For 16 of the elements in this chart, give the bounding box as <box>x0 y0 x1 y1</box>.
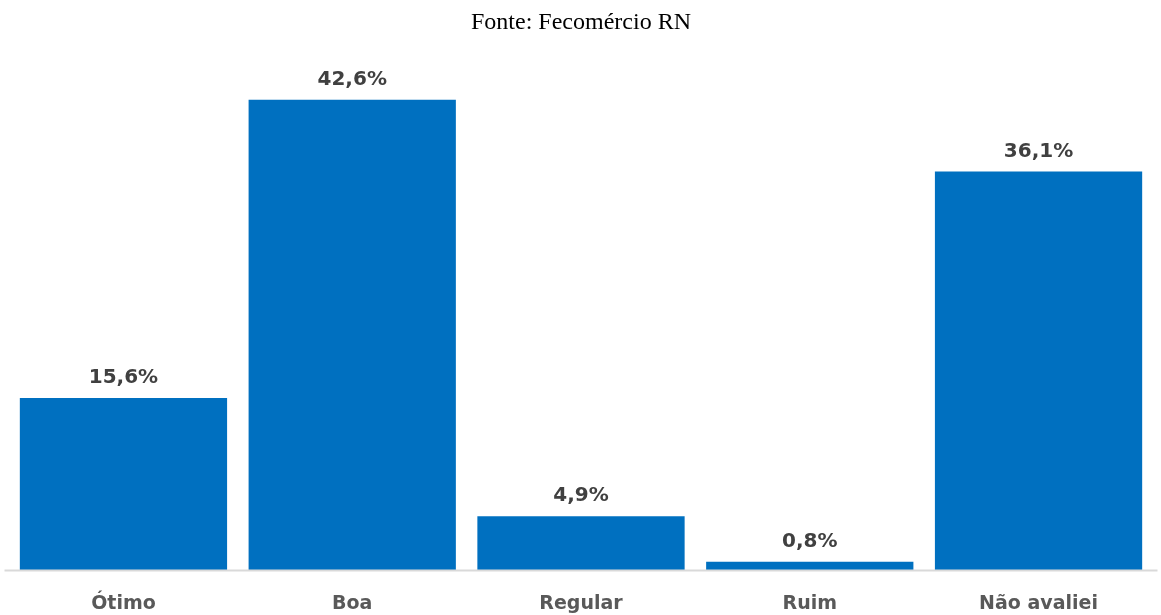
data-label: 0,8% <box>782 527 838 552</box>
x-tick-label: Ótimo <box>91 589 156 613</box>
x-tick-label: Não avaliei <box>979 590 1098 613</box>
bar <box>248 99 456 571</box>
x-tick-label: Ruim <box>782 590 837 613</box>
data-label: 4,9% <box>553 482 609 507</box>
x-tick-label: Regular <box>539 590 624 613</box>
bar <box>19 398 228 571</box>
source-note: Fonte: Fecomércio RN <box>471 7 691 34</box>
data-label: 15,6% <box>88 364 159 389</box>
data-label: 36,1% <box>1003 137 1074 162</box>
data-label: 42,6% <box>317 65 387 90</box>
bar <box>477 516 685 571</box>
x-tick-label: Boa <box>332 590 373 613</box>
bar <box>706 561 914 571</box>
bar <box>934 171 1143 571</box>
